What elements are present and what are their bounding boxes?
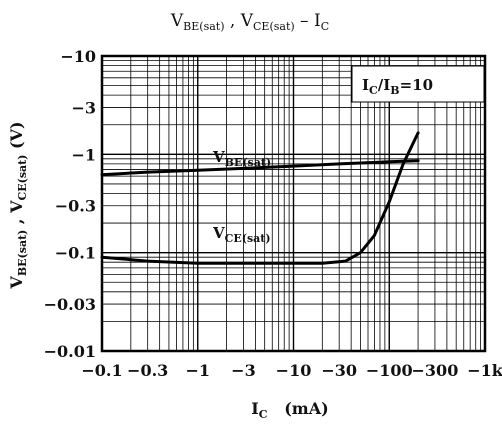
y-tick-label: −0.3	[55, 197, 96, 216]
annotation-label: IC/IB=10	[362, 76, 433, 97]
series-layer	[100, 131, 420, 265]
y-tick-label: −3	[71, 98, 96, 117]
series-line-vbe-sat	[100, 159, 420, 177]
x-tick-label: −0.1	[81, 361, 122, 380]
x-tick-label: −3	[231, 361, 256, 380]
grid	[102, 56, 485, 351]
x-axis-label: IC (mA)	[251, 399, 328, 421]
annotation-box	[351, 65, 485, 103]
vce-curve-label: VCE(sat)	[212, 224, 271, 245]
series-line-vce-sat	[100, 131, 420, 265]
y-axis-label: VBE(sat) , VCE(sat) (V)	[7, 121, 29, 289]
plot-frame	[100, 54, 487, 353]
x-tick-label: −100	[366, 361, 413, 380]
y-tick-label: −0.03	[44, 295, 96, 314]
x-tick-label: −1	[185, 361, 210, 380]
y-tick-label: −10	[60, 47, 96, 66]
x-tick-label: −0.3	[127, 361, 168, 380]
x-tick-label: −30	[321, 361, 357, 380]
y-tick-label: −0.01	[44, 342, 96, 361]
x-tick-label: −300	[412, 361, 459, 380]
y-tick-labels: −10 −3 −1 −0.3 −0.1 −0.03 −0.01	[44, 47, 96, 361]
vbe-curve-label: VBE(sat)	[212, 148, 271, 169]
x-tick-label: −10	[276, 361, 312, 380]
x-tick-label: −1k	[467, 361, 502, 380]
y-tick-label: −1	[71, 145, 96, 164]
y-tick-label: −0.1	[55, 244, 96, 263]
x-tick-labels: −0.1 −0.3 −1 −3 −10 −30 −100−300 −1k	[81, 361, 502, 380]
chart-title: VBE(sat) , VCE(sat) – IC	[170, 11, 329, 33]
